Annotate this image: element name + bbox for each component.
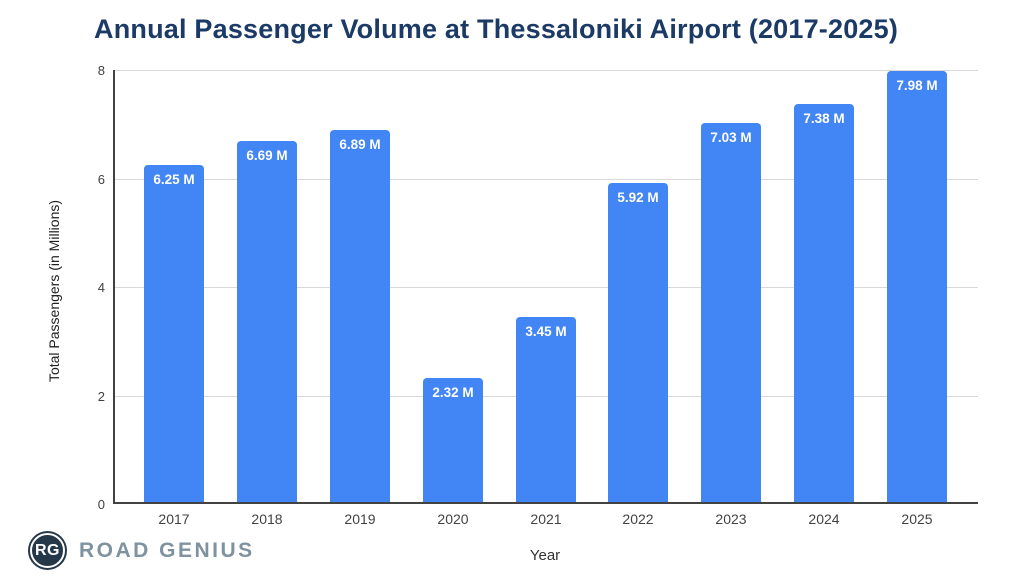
y-tick-label: 4 — [97, 280, 105, 295]
gridline — [113, 178, 978, 180]
brand-logo-ring — [30, 533, 65, 568]
x-axis-line — [113, 502, 978, 504]
x-tick-label: 2018 — [251, 511, 283, 527]
bar: 5.92 M — [608, 183, 668, 504]
bar-value-label: 2.32 M — [432, 385, 474, 400]
y-axis-line — [113, 70, 115, 504]
x-tick-label: 2021 — [530, 511, 562, 527]
brand-name: ROAD GENIUS — [79, 538, 255, 562]
y-tick-label: 6 — [97, 171, 105, 187]
bar-value-label: 6.89 M — [339, 137, 381, 152]
brand-logo-icon: RG — [28, 531, 67, 570]
bar: 7.03 M — [701, 123, 761, 504]
x-tick-label: 2022 — [622, 511, 654, 527]
x-tick-label: 2017 — [158, 511, 190, 527]
bar: 6.69 M — [237, 141, 297, 504]
bar-value-label: 7.03 M — [710, 130, 752, 145]
y-tick-label: 2 — [97, 388, 105, 404]
bar: 7.38 M — [794, 104, 854, 504]
x-tick-label: 2020 — [437, 511, 469, 527]
bar-value-label: 6.25 M — [153, 172, 195, 187]
x-axis-title: Year — [529, 547, 561, 564]
bar: 6.25 M — [144, 165, 204, 504]
bar: 3.45 M — [516, 317, 576, 504]
bar-value-label: 7.98 M — [896, 78, 938, 93]
gridline — [113, 287, 978, 288]
brand-logo: RG ROAD GENIUS — [28, 531, 255, 570]
plot-area: 6.25 M 6.69 M 6.89 M 2.32 M 3.45 M 5.92 M 7.03… — [113, 70, 978, 504]
bar: 6.89 M — [330, 130, 390, 504]
x-tick-label: 2024 — [808, 511, 840, 527]
x-tick-label: 2019 — [344, 511, 376, 527]
x-tick-label: 2025 — [901, 511, 933, 527]
gridline — [113, 70, 978, 71]
bar-value-label: 5.92 M — [617, 190, 659, 205]
bar-value-label: 3.45 M — [525, 324, 567, 339]
x-tick-label: 2023 — [715, 511, 747, 527]
y-tick-label: 8 — [97, 63, 105, 78]
y-tick-label: 0 — [97, 497, 105, 512]
bar-value-label: 6.69 M — [246, 148, 288, 163]
bar-value-label: 7.38 M — [803, 111, 845, 126]
bar: 2.32 M — [423, 378, 483, 504]
chart-title: Annual Passenger Volume at Thessaloniki … — [94, 14, 899, 44]
bar: 7.98 M — [887, 71, 947, 504]
brand-monogram: RG — [35, 541, 60, 559]
